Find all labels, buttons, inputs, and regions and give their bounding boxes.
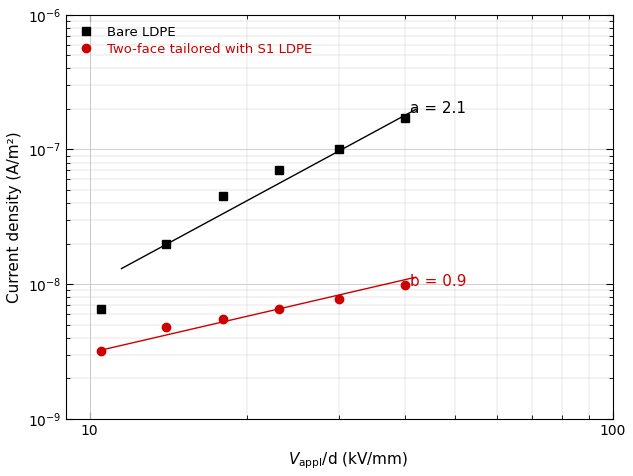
- Bare LDPE: [275, 168, 283, 173]
- Line: Bare LDPE: Bare LDPE: [97, 114, 409, 314]
- Bare LDPE: [401, 116, 408, 121]
- X-axis label: $V_\mathrm{appl}$/d (kV/mm): $V_\mathrm{appl}$/d (kV/mm): [0, 475, 1, 476]
- Line: Two-face tailored with S1 LDPE: Two-face tailored with S1 LDPE: [97, 281, 409, 355]
- Two-face tailored with S1 LDPE: [275, 307, 283, 312]
- Text: a = 2.1: a = 2.1: [410, 101, 467, 117]
- Two-face tailored with S1 LDPE: [163, 324, 170, 330]
- Bare LDPE: [163, 241, 170, 247]
- Legend: Bare LDPE, Two-face tailored with S1 LDPE: Bare LDPE, Two-face tailored with S1 LDP…: [72, 21, 316, 60]
- Text: b = 0.9: b = 0.9: [410, 274, 467, 289]
- Bare LDPE: [335, 147, 343, 152]
- Bare LDPE: [220, 193, 227, 199]
- Two-face tailored with S1 LDPE: [220, 316, 227, 322]
- Two-face tailored with S1 LDPE: [97, 348, 104, 354]
- Text: $V_{\rm appl}$/d (kV/mm): $V_{\rm appl}$/d (kV/mm): [288, 451, 408, 471]
- Y-axis label: Current density (A/m²): Current density (A/m²): [7, 131, 22, 303]
- Two-face tailored with S1 LDPE: [335, 296, 343, 302]
- Two-face tailored with S1 LDPE: [401, 282, 408, 288]
- Bare LDPE: [97, 307, 104, 312]
